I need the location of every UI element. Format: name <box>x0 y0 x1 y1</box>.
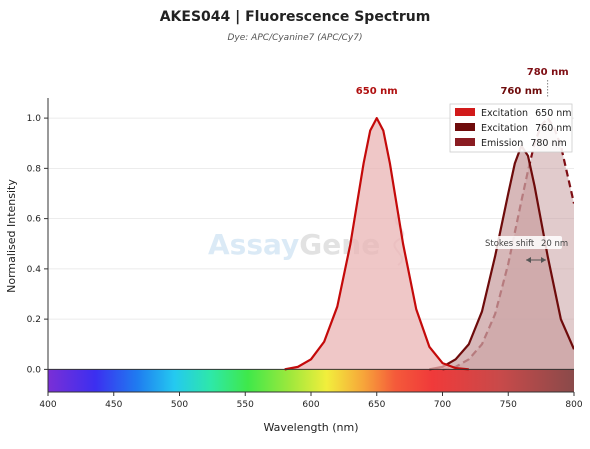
peak-label-2: 780 nm <box>527 67 569 78</box>
x-tick-label: 600 <box>302 400 319 410</box>
tick-labels: 0.0 0.2 0.4 0.6 0.8 1.0 400 450 500 550 600 650 700 7… <box>27 114 583 410</box>
peak-label-0: 650 nm <box>356 86 398 97</box>
y-tick-label: 0.8 <box>27 164 42 174</box>
series-layer <box>284 117 574 371</box>
y-tick-label: 0.2 <box>27 315 41 325</box>
peak-label-1: 760 nm <box>500 86 542 97</box>
legend-label-emission-780: Emission 780 nm <box>481 138 567 149</box>
legend: Excitation 650 nm Excitation 760 nm Emis… <box>449 103 573 153</box>
y-tick-label: 0.0 <box>27 365 42 375</box>
x-tick-label: 400 <box>39 400 56 410</box>
chart-subtitle: Dye: APC/Cyanine7 (APC/Cy7) <box>227 33 362 43</box>
x-tick-label: 800 <box>565 400 582 410</box>
spectrum-gradient-bar <box>48 369 574 392</box>
x-tick-label: 550 <box>237 400 254 410</box>
stokes-shift-label: Stokes shift 20 nm <box>485 239 568 249</box>
stokes-shift-annotation: Stokes shift 20 nm <box>483 236 568 263</box>
x-axis-label: Wavelength (nm) <box>263 421 358 434</box>
legend-emission-780-name: Emission <box>481 138 523 149</box>
x-tick-label: 700 <box>434 400 451 410</box>
y-tick-label: 0.4 <box>27 265 42 275</box>
stokes-arrow-left-head <box>526 257 531 263</box>
legend-label-excitation-650: Excitation 650 nm <box>481 108 572 119</box>
series-line-0 <box>284 117 469 371</box>
peak-labels: 650 nm 760 nm 780 nm <box>356 67 569 98</box>
series-area-1 <box>429 145 574 370</box>
x-tick-label: 500 <box>171 400 188 410</box>
legend-excitation-760-name: Excitation <box>481 123 528 134</box>
legend-swatch-excitation-760 <box>455 123 475 131</box>
chart-title: AKES044 | Fluorescence Spectrum <box>160 9 431 25</box>
legend-excitation-650-name: Excitation <box>481 108 528 119</box>
y-axis-label: Normalised Intensity <box>5 179 18 293</box>
legend-emission-780-wavelength: 780 nm <box>530 138 566 149</box>
legend-excitation-650-wavelength: 650 nm <box>535 108 571 119</box>
x-tick-label: 750 <box>500 400 517 410</box>
series-area-0 <box>284 118 469 370</box>
legend-label-excitation-760: Excitation 760 nm <box>481 123 572 134</box>
y-tick-label: 0.6 <box>27 215 42 225</box>
x-tick-label: 650 <box>368 400 385 410</box>
stokes-shift-box <box>483 236 562 249</box>
legend-swatch-excitation-650 <box>455 108 475 116</box>
watermark-text-assay: Assay <box>208 228 299 261</box>
legend-excitation-760-wavelength: 760 nm <box>535 123 571 134</box>
stokes-shift-text: Stokes shift <box>485 239 535 249</box>
stokes-shift-value: 20 nm <box>541 239 568 249</box>
legend-swatch-emission-780 <box>455 138 475 146</box>
x-tick-label: 450 <box>105 400 122 410</box>
stokes-arrow-right-head <box>541 257 546 263</box>
y-tick-label: 1.0 <box>27 114 42 124</box>
visible-spectrum-bar <box>48 369 574 392</box>
